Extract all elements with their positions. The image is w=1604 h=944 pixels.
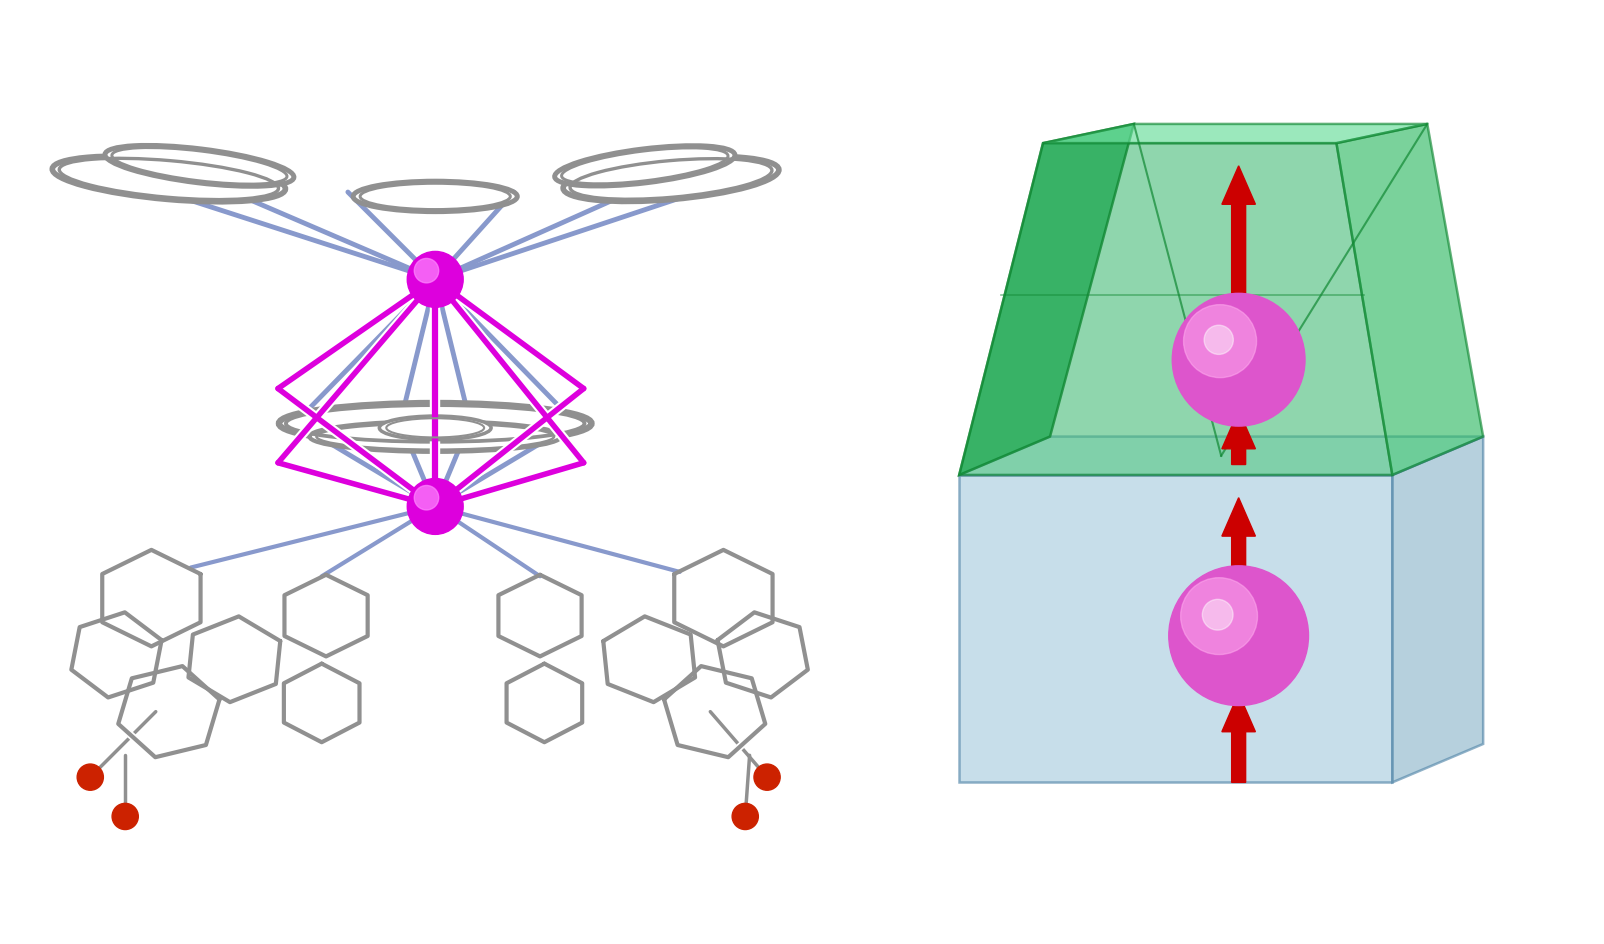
Polygon shape bbox=[959, 144, 1392, 476]
Circle shape bbox=[407, 479, 464, 535]
FancyArrow shape bbox=[1222, 694, 1256, 783]
Ellipse shape bbox=[379, 416, 491, 440]
Circle shape bbox=[77, 765, 103, 790]
Circle shape bbox=[1181, 578, 1258, 655]
Polygon shape bbox=[959, 476, 1392, 783]
Ellipse shape bbox=[104, 146, 294, 187]
Circle shape bbox=[1184, 305, 1256, 379]
Circle shape bbox=[1203, 599, 1233, 631]
Ellipse shape bbox=[53, 157, 286, 203]
Ellipse shape bbox=[555, 146, 735, 187]
Polygon shape bbox=[1336, 125, 1484, 476]
Ellipse shape bbox=[353, 182, 518, 212]
Polygon shape bbox=[959, 437, 1484, 476]
Circle shape bbox=[1169, 566, 1309, 706]
Polygon shape bbox=[1043, 125, 1428, 144]
Ellipse shape bbox=[279, 403, 592, 445]
Circle shape bbox=[112, 803, 138, 830]
Polygon shape bbox=[959, 125, 1134, 476]
FancyArrow shape bbox=[1222, 411, 1256, 465]
FancyArrow shape bbox=[1222, 498, 1256, 598]
Circle shape bbox=[754, 765, 780, 790]
Circle shape bbox=[731, 803, 759, 830]
Circle shape bbox=[1205, 326, 1233, 355]
Circle shape bbox=[414, 260, 439, 283]
Circle shape bbox=[407, 252, 464, 308]
FancyArrow shape bbox=[1222, 167, 1256, 294]
Ellipse shape bbox=[563, 158, 780, 202]
Ellipse shape bbox=[310, 422, 561, 452]
Circle shape bbox=[1173, 294, 1306, 427]
Polygon shape bbox=[1392, 437, 1484, 783]
Circle shape bbox=[414, 486, 439, 511]
